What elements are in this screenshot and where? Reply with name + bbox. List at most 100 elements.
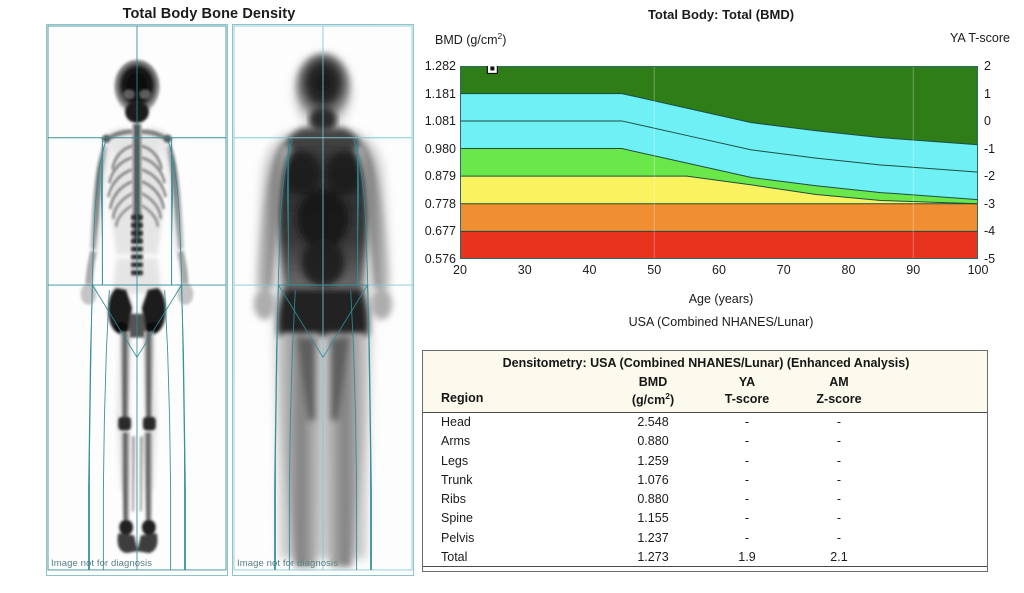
bone-scan-roi-overlay[interactable] — [47, 25, 227, 571]
table-caption: Densitometry: USA (Combined NHANES/Lunar… — [502, 356, 910, 370]
cell-ya-t-score: - — [744, 530, 750, 545]
band-yellow — [460, 176, 978, 204]
cell-region: Arms — [441, 434, 471, 449]
column-header-am: AM Z-score — [793, 374, 885, 408]
cell-ya-t-score: - — [744, 472, 750, 487]
x-tick-3: 50 — [647, 263, 662, 277]
x-tick-4: 60 — [712, 263, 726, 277]
chart-x-axis-ticks: 20 30 40 50 60 70 80 90 100 — [453, 263, 988, 281]
cell-region: Ribs — [441, 492, 467, 507]
cell-region: Trunk — [441, 472, 473, 487]
table-row[interactable]: Trunk 1.076 - - — [423, 471, 987, 490]
scan-disclaimer-bone: Image not for diagnosis — [51, 558, 153, 569]
t-score-tick-5: -3 — [984, 196, 996, 211]
band-orange — [460, 203, 978, 232]
band-light-green — [460, 148, 978, 204]
band-normal-green — [460, 66, 978, 145]
scan-panel: Total Body Bone Density — [0, 0, 418, 593]
table-body: Head 2.548 - - Arms 0.880 - - Legs 1.259 - - Trunk 1.… — [423, 413, 987, 568]
table-row[interactable]: Ribs 0.880 - - — [423, 490, 987, 509]
x-tick-0: 20 — [453, 263, 467, 277]
chart-plot-area[interactable] — [460, 66, 978, 259]
column-header-region: Region — [441, 391, 484, 405]
x-tick-2: 40 — [582, 263, 597, 277]
table-row[interactable]: Legs 1.259 - - — [423, 452, 987, 471]
table-row[interactable]: Head 2.548 - - — [423, 413, 987, 432]
table-row[interactable]: Pelvis 1.237 - - — [423, 529, 987, 548]
cell-am-z-score: - — [836, 453, 842, 468]
cell-bmd: 0.880 — [637, 434, 669, 449]
bmd-unit-pre: (g/cm — [631, 393, 666, 408]
y-tick-4: 0.879 — [424, 168, 456, 183]
column-header-am-line1: AM — [829, 375, 849, 389]
table-row[interactable]: Total 1.273 1.9 2.1 — [423, 548, 987, 568]
bmd-unit-sup: 2 — [665, 390, 670, 401]
cell-ya-t-score: 1.9 — [738, 550, 756, 565]
cell-ya-t-score: - — [744, 453, 750, 468]
chart-y-axis-ticks: 1.282 1.181 1.081 0.980 0.879 0.778 0.677 0.576 — [418, 60, 460, 265]
x-tick-8: 100 — [967, 263, 989, 277]
column-header-bmd-line1: BMD — [638, 375, 668, 389]
cell-bmd: 1.237 — [637, 530, 669, 545]
table-row[interactable]: Arms 0.880 - - — [423, 432, 987, 451]
cell-am-z-score: - — [836, 415, 842, 429]
cell-bmd: 1.259 — [637, 453, 669, 468]
cell-bmd: 1.273 — [637, 550, 669, 565]
cell-region: Total — [441, 550, 468, 565]
cell-am-z-score: - — [836, 434, 842, 449]
chart-right-axis-label: YA T-score — [950, 31, 1010, 45]
densitometry-table: Densitometry: USA (Combined NHANES/Lunar… — [422, 350, 988, 572]
y-tick-0: 1.282 — [424, 58, 456, 73]
bmd-reference-chart: Total Body: Total (BMD) BMD (g/cm2) YA T… — [418, 0, 1024, 340]
t-score-tick-7: -5 — [984, 251, 996, 266]
y-axis-label-superscript: 2 — [497, 31, 503, 41]
column-header-ya-line2: T-score — [724, 391, 770, 406]
cell-ya-t-score: - — [744, 511, 750, 526]
y-tick-5: 0.778 — [424, 196, 456, 211]
scan-disclaimer-tissue: Image not for diagnosis — [237, 558, 339, 569]
t-score-tick-1: 1 — [984, 86, 991, 101]
t-score-tick-6: -4 — [984, 224, 996, 239]
soft-tissue-scan-frame[interactable]: Image not for diagnosis — [232, 24, 414, 576]
band-boundary-line-0 — [460, 93, 978, 146]
cell-bmd: 2.548 — [637, 415, 669, 429]
cell-am-z-score: - — [836, 530, 842, 545]
band-cyan — [460, 93, 978, 200]
bone-density-scan-frame[interactable]: Image not for diagnosis — [46, 24, 228, 576]
t-score-tick-2: 0 — [984, 113, 991, 128]
y-tick-2: 1.081 — [424, 113, 456, 128]
t-score-tick-0: 2 — [984, 58, 991, 73]
table-row[interactable]: Spine 1.155 - - — [423, 509, 987, 528]
x-tick-7: 90 — [906, 263, 921, 277]
cell-am-z-score: - — [836, 492, 842, 507]
band-boundary-line-1 — [460, 120, 978, 173]
column-header-ya-line1: YA — [738, 375, 756, 389]
soft-tissue-roi-overlay[interactable] — [233, 25, 413, 571]
y-tick-1: 1.181 — [424, 86, 456, 101]
y-tick-6: 0.677 — [424, 224, 456, 239]
y-axis-label-tail: ) — [502, 33, 507, 48]
cell-ya-t-score: - — [744, 434, 750, 449]
y-tick-3: 0.980 — [424, 141, 456, 156]
x-tick-5: 70 — [776, 263, 791, 277]
chart-reference-footnote: USA (Combined NHANES/Lunar) — [628, 315, 814, 329]
column-header-bmd: BMD (g/cm2) — [605, 374, 701, 409]
cell-region: Head — [441, 415, 471, 429]
cell-bmd: 0.880 — [637, 492, 669, 507]
page-title: Total Body Bone Density — [122, 6, 296, 22]
column-header-am-line2: Z-score — [816, 391, 862, 406]
cell-ya-t-score: - — [744, 492, 750, 507]
t-score-tick-4: -2 — [984, 169, 996, 184]
x-tick-1: 30 — [517, 263, 532, 277]
cell-am-z-score: - — [836, 511, 842, 526]
cell-region: Legs — [441, 453, 469, 468]
patient-point-marker-center — [490, 66, 495, 71]
cell-region: Spine — [441, 511, 473, 526]
column-header-ya: YA T-score — [701, 374, 793, 408]
cell-am-z-score: 2.1 — [830, 550, 848, 565]
band-boundary-line-2 — [460, 148, 978, 201]
y-axis-label-text: BMD (g/cm — [435, 33, 498, 48]
y-tick-7: 0.576 — [424, 251, 456, 266]
x-tick-6: 80 — [841, 263, 856, 277]
